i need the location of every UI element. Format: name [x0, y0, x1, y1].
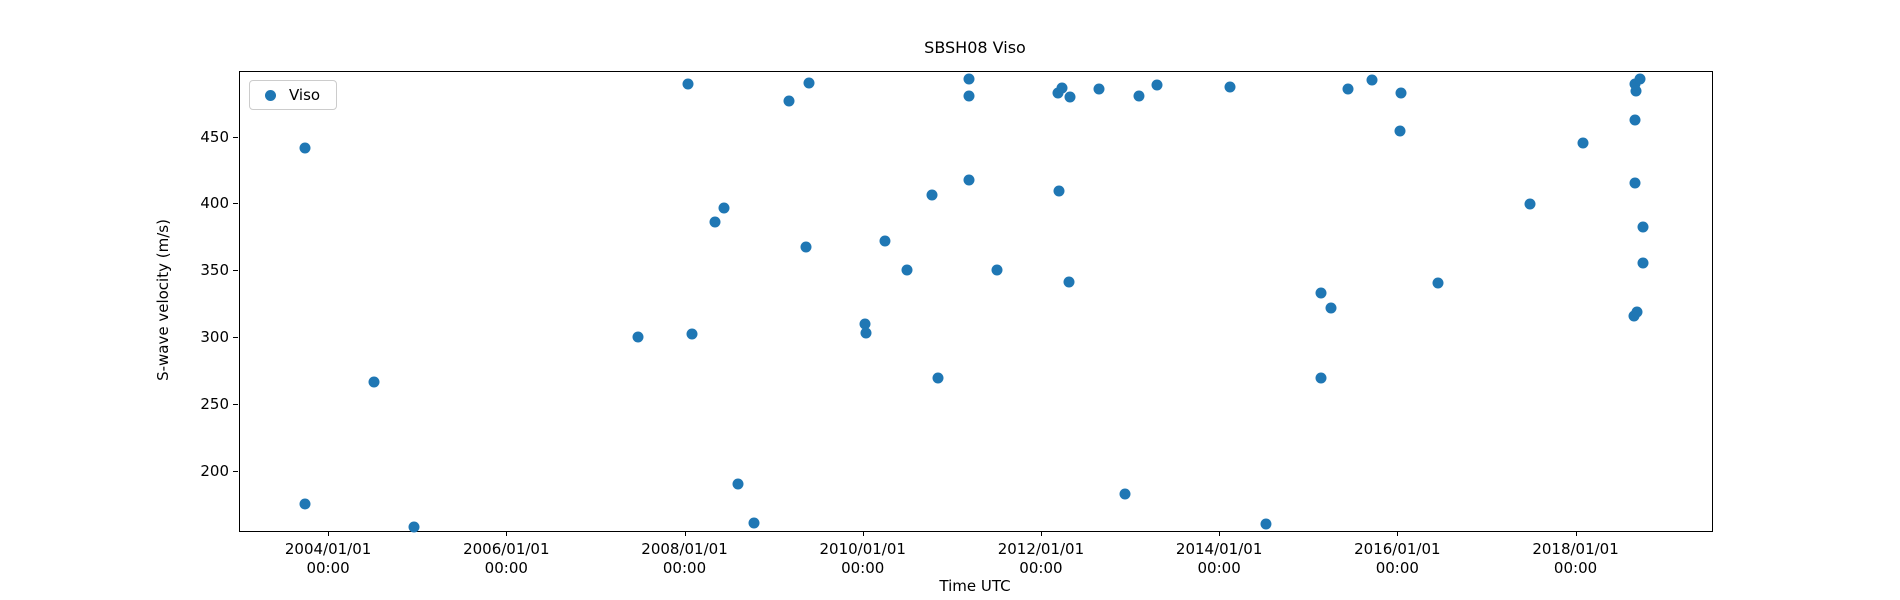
data-point [963, 73, 975, 85]
data-point [408, 521, 420, 533]
legend-marker-icon [265, 89, 276, 101]
data-point [1151, 79, 1163, 91]
data-point [1637, 221, 1649, 233]
data-point [1637, 257, 1649, 269]
legend-label: Viso [289, 86, 321, 104]
x-tick-mark [1576, 531, 1577, 536]
y-tick-mark [233, 471, 238, 472]
data-point [1432, 277, 1444, 289]
data-point [718, 202, 730, 214]
data-point [1629, 114, 1641, 126]
x-tick-mark [1041, 531, 1042, 536]
x-tick-label: 2008/01/01 00:00 [641, 540, 728, 577]
x-tick-label: 2004/01/01 00:00 [284, 540, 372, 577]
y-tick-mark [233, 337, 238, 338]
x-tick-label: 2014/01/01 00:00 [1175, 540, 1263, 577]
y-tick-mark [233, 137, 238, 138]
data-point [879, 235, 891, 247]
y-tick-mark [233, 270, 238, 271]
data-point [1315, 287, 1327, 299]
data-point [1260, 518, 1272, 530]
data-point [299, 142, 311, 154]
data-point [1524, 198, 1536, 210]
y-axis-label: S-wave velocity (m/s) [154, 219, 172, 381]
data-point [732, 478, 744, 490]
chart-title: SBSH08 Viso [924, 38, 1026, 57]
data-point [1056, 82, 1068, 94]
data-point [1053, 185, 1065, 197]
data-point [1631, 306, 1643, 318]
data-point [682, 78, 694, 90]
data-point [709, 216, 721, 228]
x-tick-label: 2016/01/01 00:00 [1354, 540, 1441, 577]
x-tick-mark [506, 531, 507, 536]
x-tick-label: 2006/01/01 00:00 [463, 540, 550, 577]
data-point [901, 264, 913, 276]
x-axis-label: Time UTC [939, 577, 1011, 595]
y-tick-label: 350 [200, 261, 229, 280]
data-point [1394, 125, 1406, 137]
data-point [1629, 177, 1641, 189]
data-point [1119, 488, 1131, 500]
data-point [991, 264, 1003, 276]
plot-area: Viso [239, 71, 1713, 533]
data-point [1325, 302, 1337, 314]
data-point [860, 327, 872, 339]
data-point [800, 241, 812, 253]
y-tick-mark [233, 203, 238, 204]
data-point [1315, 372, 1327, 384]
data-point [632, 331, 644, 343]
data-point [748, 517, 760, 529]
data-point [1629, 78, 1641, 90]
data-point [368, 376, 380, 388]
data-point [686, 328, 698, 340]
x-tick-label: 2018/01/01 00:00 [1532, 540, 1619, 577]
data-point [859, 318, 871, 330]
x-tick-mark [863, 531, 864, 536]
data-point [1093, 83, 1105, 95]
y-tick-label: 250 [200, 395, 229, 414]
data-point [1063, 276, 1075, 288]
data-point [963, 90, 975, 102]
data-point [1634, 73, 1646, 85]
data-point [1052, 87, 1064, 99]
data-point [1064, 91, 1076, 103]
y-tick-label: 200 [200, 462, 229, 481]
legend: Viso [249, 80, 338, 110]
x-tick-mark [1219, 531, 1220, 536]
data-point [1577, 137, 1589, 149]
y-tick-label: 450 [200, 127, 229, 146]
data-point [803, 77, 815, 89]
data-point [1133, 90, 1145, 102]
data-point [1366, 74, 1378, 86]
x-tick-mark [1397, 531, 1398, 536]
x-tick-mark [685, 531, 686, 536]
x-tick-label: 2012/01/01 00:00 [997, 540, 1085, 577]
x-tick-label: 2010/01/01 00:00 [819, 540, 906, 577]
data-point [299, 498, 311, 510]
data-point [963, 174, 975, 186]
data-point [783, 95, 795, 107]
data-point [932, 372, 944, 384]
y-tick-mark [233, 404, 238, 405]
x-tick-mark [328, 531, 329, 536]
y-tick-label: 400 [200, 194, 229, 213]
data-point [1224, 81, 1236, 93]
data-point [1395, 87, 1407, 99]
data-point [1342, 83, 1354, 95]
data-point [1630, 85, 1642, 97]
y-tick-label: 300 [200, 328, 229, 347]
data-point [926, 189, 938, 201]
